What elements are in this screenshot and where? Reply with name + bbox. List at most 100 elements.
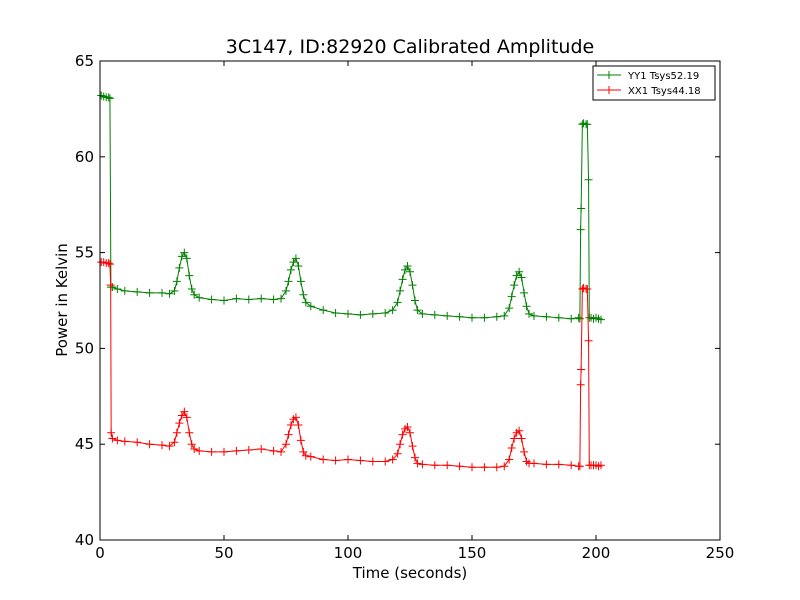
data-point bbox=[187, 285, 196, 294]
data-point bbox=[195, 446, 204, 455]
axes: 0 50 100 150 200 250 40 45 50 55 60 65 bbox=[75, 52, 734, 562]
data-point bbox=[430, 310, 439, 319]
data-point bbox=[443, 461, 452, 470]
data-point bbox=[286, 265, 295, 274]
data-point bbox=[158, 441, 166, 450]
data-point bbox=[505, 455, 514, 464]
y-tick-label: 50 bbox=[75, 339, 94, 357]
data-point bbox=[291, 254, 300, 263]
data-point bbox=[331, 456, 340, 465]
data-point bbox=[284, 277, 293, 286]
data-point bbox=[396, 440, 405, 449]
data-point bbox=[492, 463, 501, 472]
data-point bbox=[492, 312, 501, 321]
y-tick-label: 60 bbox=[75, 148, 94, 166]
y-tick-label: 40 bbox=[75, 531, 94, 549]
data-point bbox=[406, 428, 414, 437]
x-tick-label: 200 bbox=[582, 544, 611, 562]
data-point bbox=[406, 267, 414, 276]
data-point bbox=[277, 294, 286, 303]
data-point bbox=[301, 298, 310, 307]
data-point bbox=[410, 296, 419, 305]
data-point bbox=[291, 413, 300, 422]
data-point bbox=[388, 306, 397, 315]
data-point bbox=[294, 262, 303, 271]
data-point bbox=[430, 461, 439, 470]
data-point bbox=[284, 430, 293, 439]
data-point bbox=[165, 289, 174, 298]
data-point bbox=[170, 438, 179, 447]
x-tick-label: 0 bbox=[95, 544, 105, 562]
data-point bbox=[185, 428, 194, 437]
data-point bbox=[301, 451, 310, 460]
data-point bbox=[530, 311, 538, 320]
series-1 bbox=[97, 258, 605, 472]
legend-label: YY1 Tsys52.19 bbox=[627, 71, 699, 82]
data-point bbox=[106, 281, 115, 290]
x-tick-label: 100 bbox=[334, 544, 363, 562]
chart-title: 3C147, ID:82920 Calibrated Amplitude bbox=[226, 36, 594, 58]
y-tick-label: 55 bbox=[75, 244, 94, 262]
data-point bbox=[507, 292, 516, 301]
data-point bbox=[172, 277, 181, 286]
data-point bbox=[584, 175, 593, 184]
legend-item: XX1 Tsys44.18 bbox=[597, 86, 701, 97]
series-line bbox=[101, 95, 602, 321]
y-tick-label: 45 bbox=[75, 435, 94, 453]
data-point bbox=[388, 455, 397, 464]
x-tick-label: 250 bbox=[706, 544, 735, 562]
data-point bbox=[583, 285, 592, 294]
data-point bbox=[158, 288, 166, 297]
data-point bbox=[220, 296, 228, 305]
data-point bbox=[286, 421, 295, 430]
data-point bbox=[113, 285, 122, 294]
data-point bbox=[282, 440, 290, 449]
data-point bbox=[574, 313, 583, 322]
data-point bbox=[294, 421, 303, 430]
data-point bbox=[170, 286, 179, 295]
data-point bbox=[455, 462, 464, 471]
data-point bbox=[277, 447, 286, 456]
data-point bbox=[104, 93, 113, 102]
data-point bbox=[190, 444, 199, 453]
data-point bbox=[269, 295, 278, 304]
data-point bbox=[525, 309, 534, 318]
data-point bbox=[104, 259, 113, 268]
data-point bbox=[190, 290, 199, 299]
data-point bbox=[584, 336, 593, 345]
data-point bbox=[596, 315, 605, 324]
x-tick-label: 50 bbox=[214, 544, 233, 562]
data-point bbox=[145, 288, 154, 297]
data-point bbox=[244, 295, 253, 304]
data-point bbox=[344, 309, 352, 318]
data-point bbox=[500, 311, 509, 320]
x-axis-label: Time (seconds) bbox=[352, 564, 468, 582]
data-point bbox=[182, 413, 191, 422]
legend-item: YY1 Tsys52.19 bbox=[597, 71, 699, 82]
data-point bbox=[296, 436, 305, 445]
data-point bbox=[195, 293, 204, 302]
data-point bbox=[577, 204, 586, 213]
legend-marker bbox=[605, 86, 613, 94]
data-point bbox=[576, 225, 585, 234]
data-point bbox=[319, 455, 328, 464]
data-point bbox=[443, 311, 452, 320]
data-point bbox=[510, 434, 519, 443]
data-point bbox=[105, 260, 114, 269]
data-point bbox=[583, 120, 592, 129]
data-point bbox=[576, 380, 585, 389]
data-point bbox=[505, 304, 514, 313]
data-point bbox=[344, 455, 352, 464]
data-point bbox=[517, 434, 526, 443]
data-point bbox=[403, 422, 412, 431]
data-point bbox=[396, 286, 405, 295]
data-point bbox=[596, 461, 605, 470]
data-point bbox=[172, 428, 181, 437]
plot-frame bbox=[99, 60, 721, 541]
data-point bbox=[120, 437, 129, 446]
legend: YY1 Tsys52.19 XX1 Tsys44.18 bbox=[592, 65, 716, 101]
data-point bbox=[180, 248, 189, 257]
data-point bbox=[381, 457, 390, 466]
data-point bbox=[257, 444, 266, 453]
data-point bbox=[408, 281, 417, 290]
